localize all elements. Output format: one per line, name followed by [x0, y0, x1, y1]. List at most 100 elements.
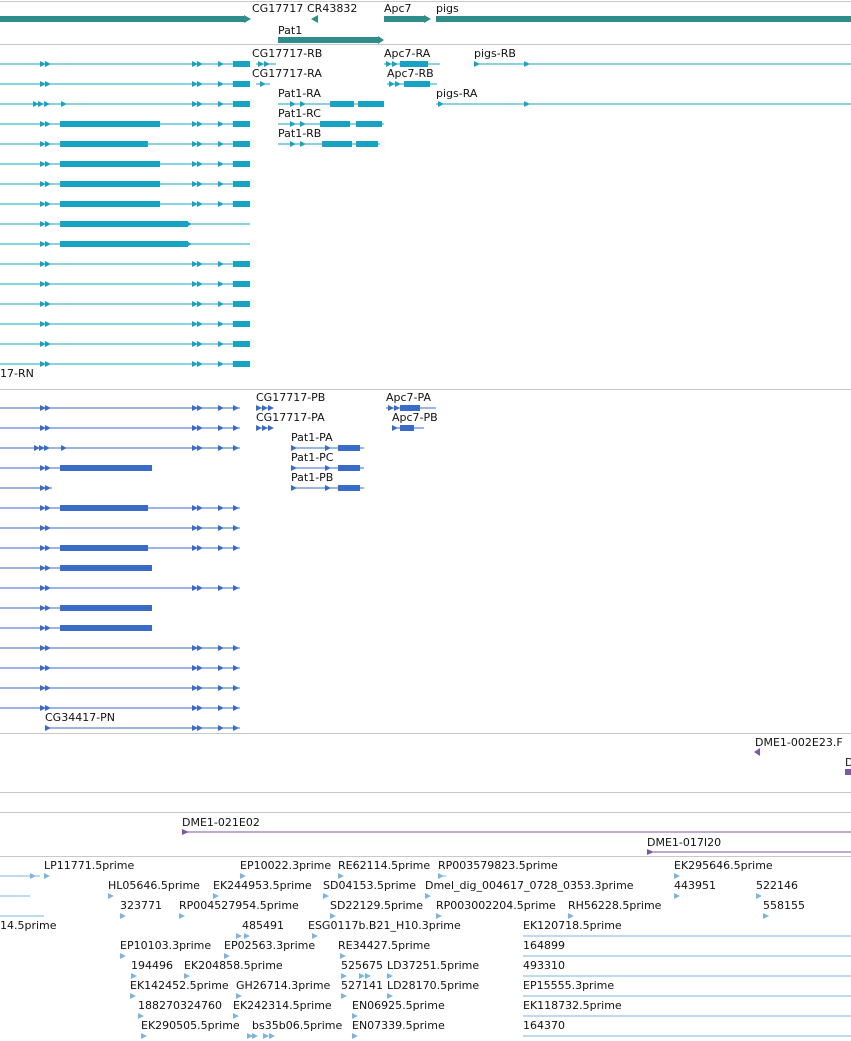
clone-label-dme1-021e02[interactable]: DME1-021E02 — [182, 816, 260, 829]
est-label-esg0117b[interactable]: ESG0117b.B21_H10.3prime — [308, 919, 461, 932]
transcript-label-pat1-rb[interactable]: Pat1-RB — [278, 127, 321, 140]
transcript-apc7-rb-strand-arrow — [389, 81, 395, 87]
est-label-527141[interactable]: 527141 — [341, 979, 383, 992]
est-label-ld28170[interactable]: LD28170.5prime — [387, 979, 479, 992]
transcript-label-pigs-rb[interactable]: pigs-RB — [474, 47, 516, 60]
est-label-194496[interactable]: 194496 — [131, 959, 173, 972]
est-label-ld37251[interactable]: LD37251.5prime — [387, 959, 479, 972]
transcript-row-9-strand-arrow — [186, 241, 192, 247]
est-label-485491[interactable]: 485491 — [242, 919, 284, 932]
clone-label-dme1-002e23[interactable]: DME1-002E23.F — [755, 736, 843, 749]
protein-label-cg34417-pn[interactable]: CG34417-PN — [45, 711, 115, 724]
transcript-row-7-strand-arrow — [197, 201, 203, 207]
transcript-row-6-exon — [60, 181, 160, 187]
est-label-lp11771[interactable]: LP11771.5prime — [44, 859, 135, 872]
est-label-rp004527954[interactable]: RP004527954.5prime — [179, 899, 299, 912]
transcript-pigs-ra-strand-arrow — [524, 101, 530, 107]
est-label-ek204858[interactable]: EK204858.5prime — [184, 959, 283, 972]
protein-label-pat1-pc[interactable]: Pat1-PC — [291, 451, 334, 464]
transcript-row-15-strand-arrow — [197, 361, 203, 367]
est-label-ep15555[interactable]: EP15555.3prime — [523, 979, 614, 992]
est-label-re34427[interactable]: RE34427.5prime — [338, 939, 430, 952]
protein-pat1-pa-exon — [338, 445, 352, 451]
est-label-188270324760[interactable]: 188270324760 — [138, 999, 222, 1012]
est-label-ep02563[interactable]: EP02563.3prime — [224, 939, 315, 952]
est-label-rp003579823[interactable]: RP003579823.5prime — [438, 859, 558, 872]
protein-row-2-strand-arrow — [39, 445, 45, 451]
transcript-label-cg17717-ra[interactable]: CG17717-RA — [252, 67, 322, 80]
gene-label-pat1: Pat1 — [278, 24, 302, 37]
transcript-label-apc7-ra[interactable]: Apc7-RA — [384, 47, 431, 60]
protein-pat1-pc-strand-arrow — [291, 465, 297, 471]
est-label-522146[interactable]: 522146 — [756, 879, 798, 892]
est-arrow-29 — [236, 993, 242, 999]
est-label-443951[interactable]: 443951 — [674, 879, 716, 892]
transcript-row-4-strand-arrow — [45, 141, 51, 147]
protein-label-pat1-pb[interactable]: Pat1-PB — [291, 471, 333, 484]
clone-d-bar[interactable] — [845, 769, 851, 775]
protein-row-6-strand-arrow — [218, 525, 224, 531]
transcript-label-cg17717-rb[interactable]: CG17717-RB — [252, 47, 322, 60]
est-label-ep10022[interactable]: EP10022.3prime — [240, 859, 331, 872]
est-label-sd04153[interactable]: SD04153.5prime — [323, 879, 416, 892]
est-label-en07339[interactable]: EN07339.5prime — [352, 1019, 445, 1032]
protein-row-7-exon — [60, 545, 148, 551]
est-label-ek118732[interactable]: EK118732.5prime — [523, 999, 622, 1012]
protein-label-apc7-pa[interactable]: Apc7-PA — [386, 391, 431, 404]
transcript-label-pigs-ra[interactable]: pigs-RA — [436, 87, 478, 100]
est-label-14-5prime[interactable]: 14.5prime — [0, 919, 57, 932]
est-label-hl05646[interactable]: HL05646.5prime — [108, 879, 200, 892]
est-label-rh56228[interactable]: RH56228.5prime — [568, 899, 662, 912]
gene-label-cr43832: CR43832 — [307, 2, 357, 15]
protein-label-cg17717-pb[interactable]: CG17717-PB — [256, 391, 325, 404]
est-label-bs35b06[interactable]: bs35b06.5prime — [252, 1019, 342, 1032]
gene-apc7[interactable] — [384, 16, 424, 22]
transcript-row-5-strand-arrow — [40, 161, 46, 167]
est-label-re62114[interactable]: RE62114.5prime — [338, 859, 430, 872]
clone-dme1-002e23-marker[interactable] — [754, 748, 760, 756]
est-label-gh26714[interactable]: GH26714.3prime — [236, 979, 331, 992]
est-label-164899[interactable]: 164899 — [523, 939, 565, 952]
protein-label-pat1-pa[interactable]: Pat1-PA — [291, 431, 333, 444]
transcript-row-1-strand-arrow — [192, 81, 198, 87]
transcript-row-15-strand-arrow — [192, 361, 198, 367]
est-label-558155[interactable]: 558155 — [763, 899, 805, 912]
est-label-en06925[interactable]: EN06925.5prime — [352, 999, 445, 1012]
est-label-ep10103[interactable]: EP10103.3prime — [120, 939, 211, 952]
clone-label-dme1-017i20[interactable]: DME1-017I20 — [647, 836, 721, 849]
est-label-525675[interactable]: 525675 — [341, 959, 383, 972]
est-label-ek242314[interactable]: EK242314.5prime — [233, 999, 332, 1012]
transcript-row-12-exon — [233, 301, 250, 307]
est-label-ek120718[interactable]: EK120718.5prime — [523, 919, 622, 932]
gene-pat1[interactable] — [278, 37, 378, 43]
transcript-label-pat1-rc[interactable]: Pat1-RC — [278, 107, 321, 120]
protein-cg17717-pa-strand-arrow — [256, 425, 262, 431]
transcript-label-pat1-ra[interactable]: Pat1-RA — [278, 87, 321, 100]
est-label-164370[interactable]: 164370 — [523, 1019, 565, 1032]
protein-row-15-strand-arrow — [45, 705, 51, 711]
protein-label-apc7-pb[interactable]: Apc7-PB — [392, 411, 438, 424]
protein-label-cg17717-pa[interactable]: CG17717-PA — [256, 411, 325, 424]
est-label-sd22129[interactable]: SD22129.5prime — [330, 899, 423, 912]
transcript-label-rn[interactable]: 17-RN — [0, 367, 34, 380]
transcript-row-13-strand-arrow — [192, 321, 198, 327]
transcript-row-6-strand-arrow — [218, 181, 224, 187]
protein-row-11-strand-arrow — [45, 625, 51, 631]
gene-cg17717[interactable] — [0, 16, 244, 22]
clone-label-d[interactable]: D — [845, 756, 851, 769]
est-label-ek290505[interactable]: EK290505.5prime — [141, 1019, 240, 1032]
est-label-323771[interactable]: 323771 — [120, 899, 162, 912]
transcript-row-4-strand-arrow — [218, 141, 224, 147]
est-label-rp003002204[interactable]: RP003002204.5prime — [436, 899, 556, 912]
gene-cr43832[interactable] — [311, 15, 318, 23]
gene-pigs[interactable] — [436, 16, 851, 22]
est-label-493310[interactable]: 493310 — [523, 959, 565, 972]
est-label-ek295646[interactable]: EK295646.5prime — [674, 859, 773, 872]
transcript-label-apc7-rb[interactable]: Apc7-RB — [387, 67, 434, 80]
protein-row-1-strand-arrow — [218, 425, 224, 431]
est-label-ek142452[interactable]: EK142452.5prime — [130, 979, 229, 992]
est-label-dmel-dig[interactable]: Dmel_dig_004617_0728_0353.3prime — [425, 879, 634, 892]
est-arrow-14 — [438, 873, 444, 879]
est-label-ek244953[interactable]: EK244953.5prime — [213, 879, 312, 892]
protein-rows — [0, 405, 436, 731]
